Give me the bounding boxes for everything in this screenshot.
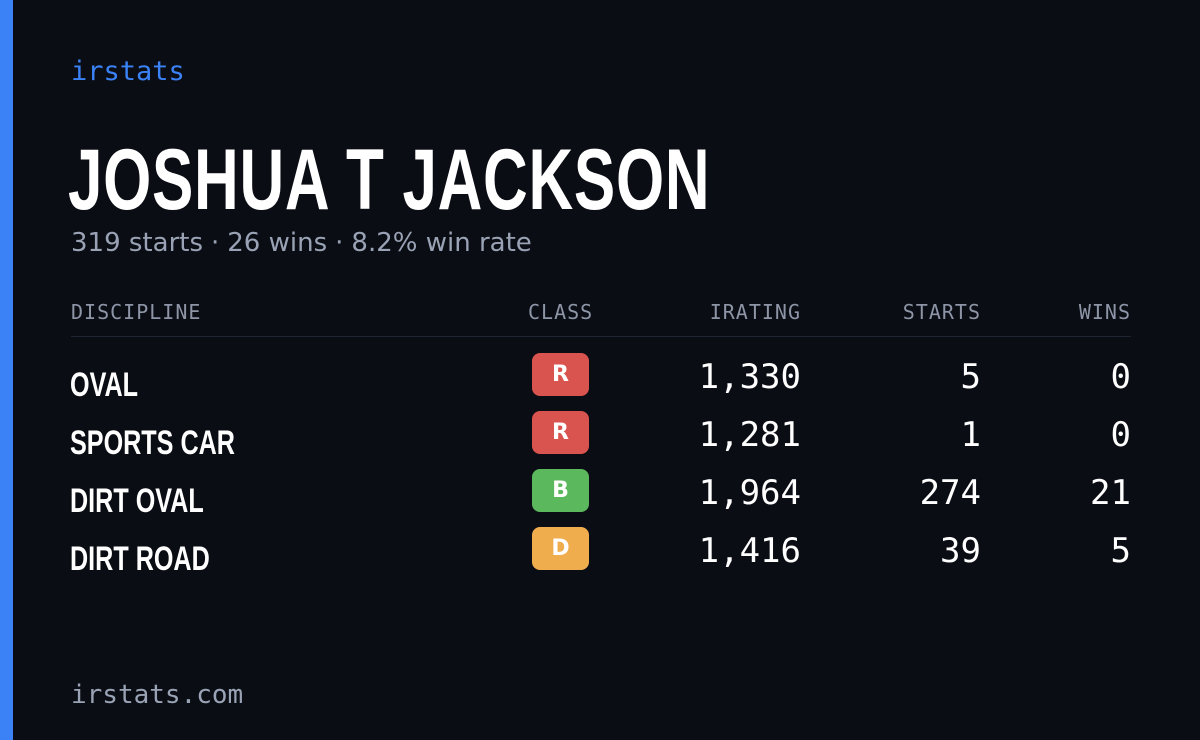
footer-domain: irstats.com [71, 680, 244, 710]
class-badge: B [532, 469, 589, 512]
irating-value: 1,281 [698, 415, 801, 455]
irating-value: 1,964 [698, 473, 801, 513]
table-header: DISCIPLINE CLASS IRATING STARTS WINS [71, 296, 1131, 337]
table-body: OVAL R 1,330 5 0 SPORTS CAR R 1,281 1 0 … [70, 337, 1131, 585]
starts-value: 1 [960, 415, 981, 455]
table-row: SPORTS CAR R 1,281 1 0 [70, 411, 1131, 469]
brand-logo-text: irstats [71, 56, 185, 87]
irating-value: 1,330 [698, 357, 801, 397]
summary-winrate: 8.2% win rate [351, 228, 532, 258]
discipline-name: SPORTS CAR [70, 424, 235, 462]
wins-value: 21 [1090, 473, 1131, 513]
wins-value: 0 [1110, 415, 1131, 455]
summary-separator: · [335, 228, 344, 258]
summary-wins: 26 wins [227, 228, 328, 258]
summary-separator: · [211, 228, 220, 258]
irating-value: 1,416 [698, 531, 801, 571]
header-wins: WINS [1078, 300, 1131, 324]
starts-value: 39 [940, 531, 981, 571]
starts-value: 5 [960, 357, 981, 397]
header-class: CLASS [528, 300, 594, 324]
accent-bar [0, 0, 13, 740]
player-summary: 319 starts · 26 wins · 8.2% win rate [71, 228, 532, 258]
table-row: DIRT OVAL B 1,964 274 21 [70, 469, 1131, 527]
wins-value: 5 [1110, 531, 1131, 571]
discipline-name: DIRT OVAL [70, 482, 204, 520]
header-starts: STARTS [902, 300, 981, 324]
starts-value: 274 [919, 473, 981, 513]
class-badge: R [532, 411, 589, 454]
stats-table: DISCIPLINE CLASS IRATING STARTS WINS OVA… [70, 296, 1131, 585]
table-row: OVAL R 1,330 5 0 [70, 353, 1131, 411]
discipline-name: DIRT ROAD [70, 540, 210, 578]
header-irating: IRATING [709, 300, 801, 324]
class-badge: R [532, 353, 589, 396]
summary-starts: 319 starts [71, 228, 203, 258]
player-name: JOSHUA T JACKSON [68, 132, 711, 228]
discipline-name: OVAL [70, 366, 139, 404]
wins-value: 0 [1110, 357, 1131, 397]
header-discipline: DISCIPLINE [71, 300, 202, 324]
class-badge: D [532, 527, 589, 570]
table-row: DIRT ROAD D 1,416 39 5 [70, 527, 1131, 585]
